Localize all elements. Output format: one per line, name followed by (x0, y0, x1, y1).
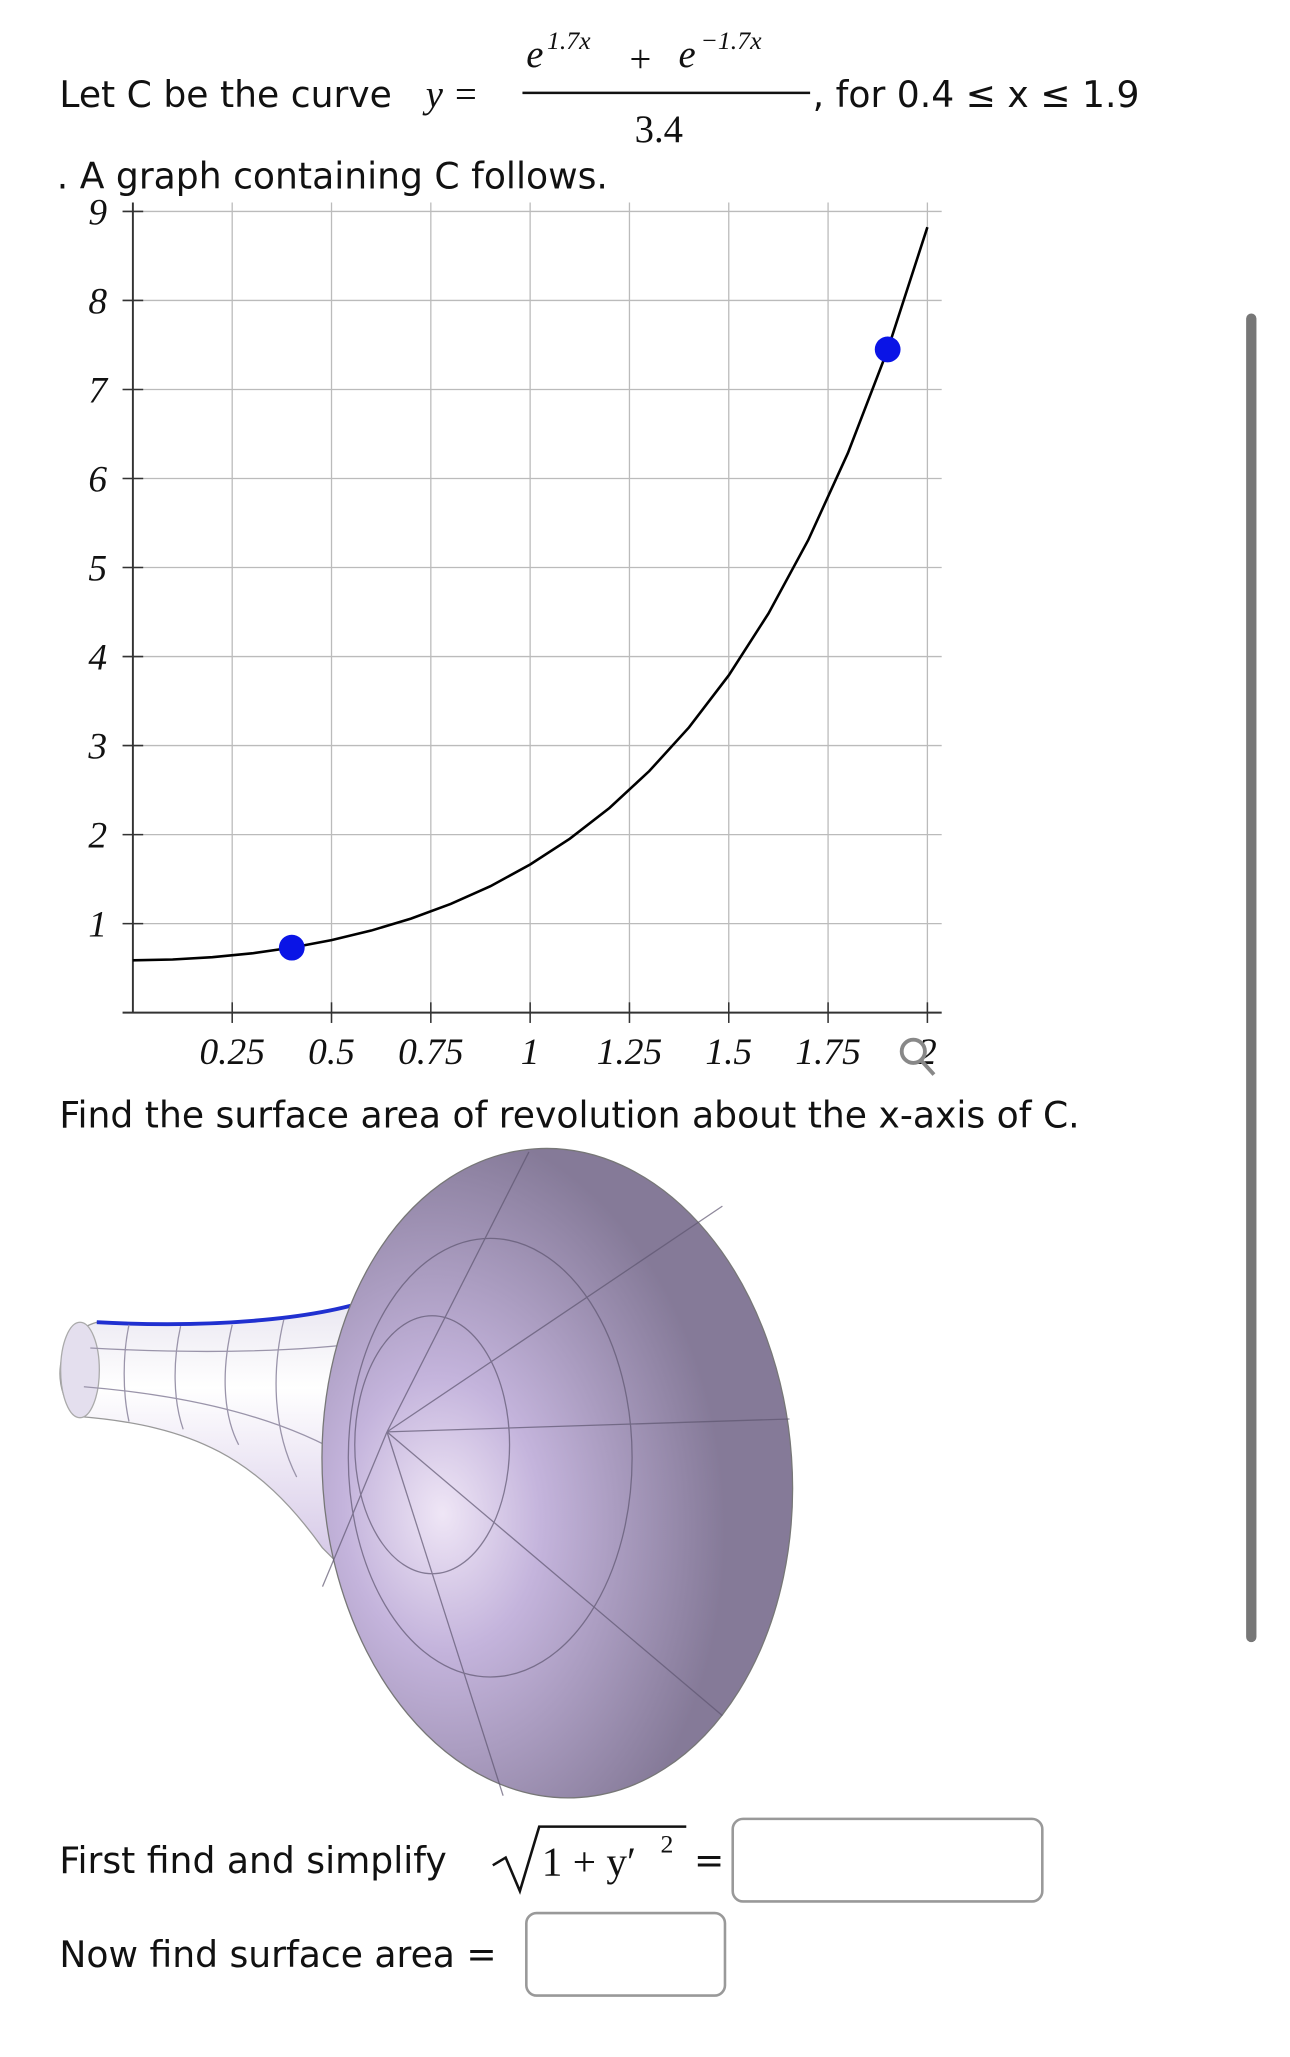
x-tick-label: 0.5 (308, 1032, 355, 1073)
x-tick-label: 1.5 (705, 1032, 752, 1073)
y-tick-label: 2 (88, 815, 107, 856)
radical-sign (492, 1825, 687, 1895)
y-tick-label: 5 (88, 548, 107, 589)
y-tick-label: 4 (88, 637, 107, 678)
zoom-icon[interactable] (899, 1037, 936, 1076)
formula-exp: −1.7x (700, 26, 762, 55)
formula-lhs: y = (422, 74, 479, 116)
formula-base: e (526, 34, 543, 76)
intro-text: Let C be the curve (59, 73, 392, 116)
y-tick-label: 3 (87, 726, 107, 767)
follows-text: . A graph containing C follows. (57, 154, 608, 197)
endpoint (278, 934, 305, 961)
x-tick-label: 0.75 (398, 1032, 463, 1073)
x-tick-label: 1.75 (795, 1032, 860, 1073)
scrollbar[interactable] (1246, 313, 1257, 1643)
step1-text: First find and simplify (59, 1839, 446, 1882)
radical-text: 1 + y′ (542, 1839, 636, 1885)
surface-of-revolution (59, 1147, 794, 1799)
endpoint (874, 336, 901, 363)
y-tick-label: 8 (88, 281, 107, 322)
curve (132, 226, 929, 962)
y-tick-label: 9 (88, 192, 107, 233)
y-tick-label: 6 (88, 459, 107, 500)
y-tick-label: 7 (88, 370, 108, 411)
answer-input[interactable] (525, 1911, 727, 1997)
y-tick-label: 1 (88, 905, 107, 946)
domain-text: , for 0.4 ≤ x ≤ 1.9 (813, 73, 1140, 116)
x-tick-label: 0.25 (199, 1032, 264, 1073)
task-text: Find the surface area of revolution abou… (59, 1093, 1079, 1136)
formula-base: e (679, 34, 696, 76)
formula-exp: 1.7x (547, 26, 591, 55)
equals-sign: = (694, 1839, 724, 1882)
answer-input[interactable] (731, 1817, 1044, 1903)
x-tick-label: 1 (521, 1032, 540, 1073)
formula-denominator: 3.4 (635, 109, 683, 151)
formula-plus: + (630, 39, 652, 81)
step2-text: Now find surface area = (59, 1933, 496, 1976)
radical-exponent: 2 (660, 1829, 673, 1858)
x-tick-label: 1.25 (597, 1032, 662, 1073)
